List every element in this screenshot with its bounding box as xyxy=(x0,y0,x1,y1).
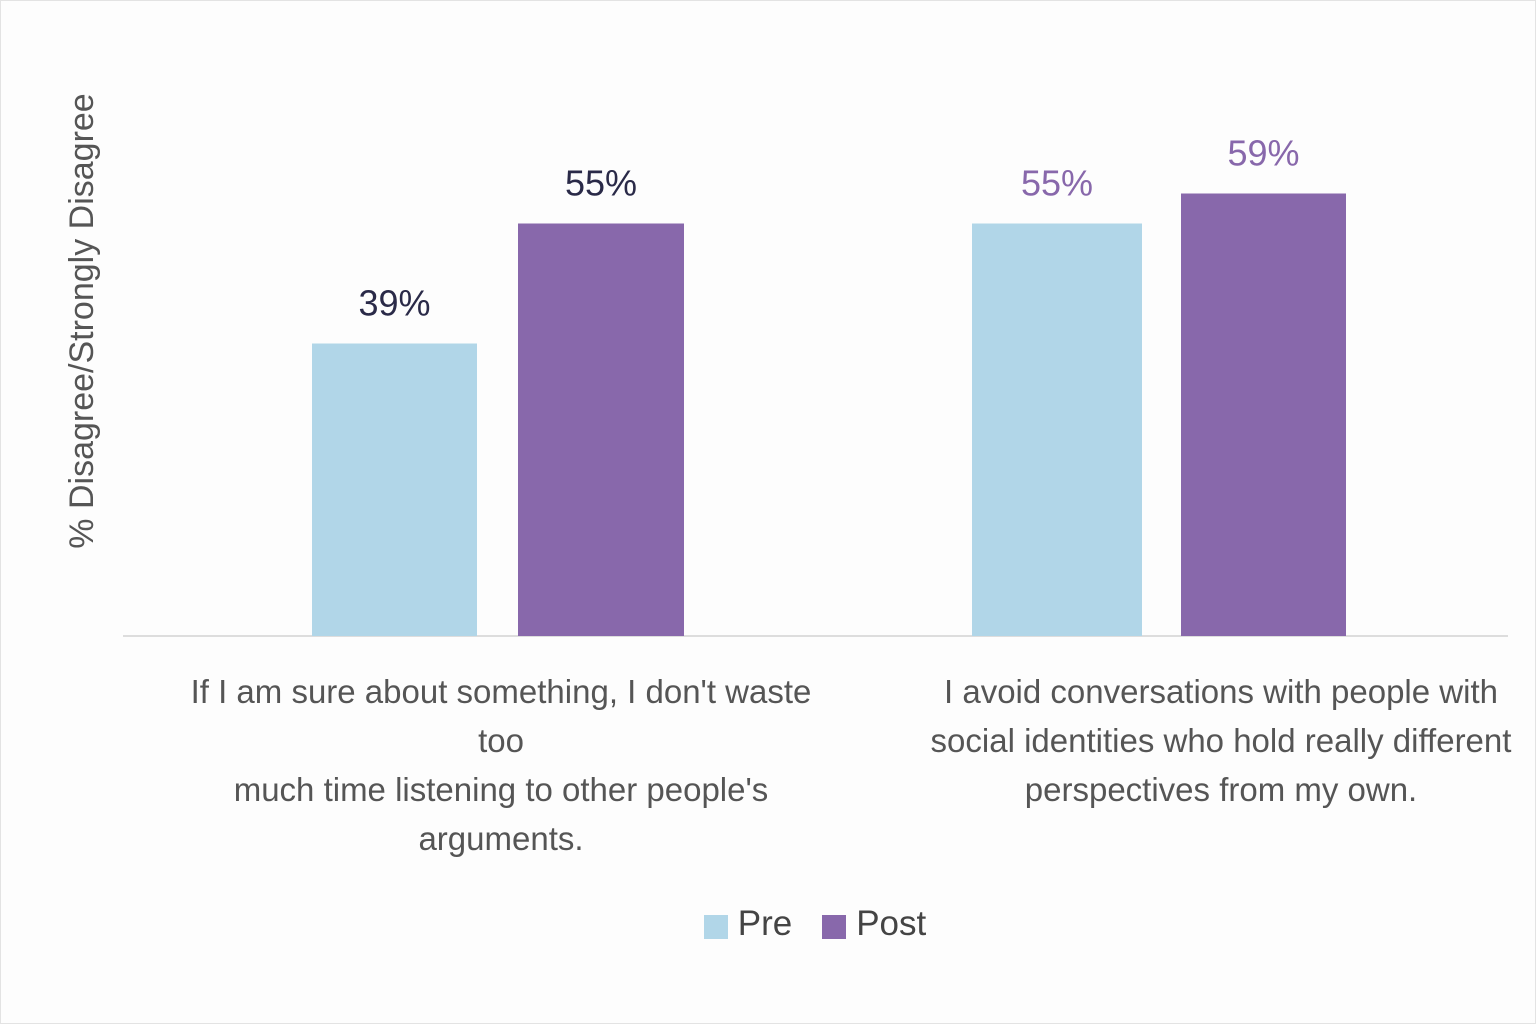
data-label-pre-1: 39% xyxy=(358,283,430,324)
legend-label-pre: Pre xyxy=(737,904,793,943)
data-label-pre-2: 55% xyxy=(1021,163,1093,204)
data-label-group: 39% 55% 55% 59% xyxy=(358,133,1299,324)
category-label-1: If I am sure about something, I don't wa… xyxy=(190,673,812,857)
legend-item-post: Post xyxy=(822,904,926,944)
bar-pre-1 xyxy=(312,343,477,636)
legend-item-pre: Pre xyxy=(703,904,793,944)
bar-post-1 xyxy=(518,223,684,636)
bar-group xyxy=(312,193,1346,636)
legend-swatch-pre xyxy=(703,915,728,939)
data-label-post-2: 59% xyxy=(1227,133,1299,174)
bar-post-2 xyxy=(1181,193,1346,636)
legend-label-post: Post xyxy=(856,904,927,943)
bar-pre-2 xyxy=(972,223,1142,636)
legend: Pre Post xyxy=(1,904,1536,944)
y-axis-label: % Disagree/Strongly Disagree xyxy=(63,93,101,548)
data-label-post-1: 55% xyxy=(565,163,637,204)
legend-swatch-post xyxy=(822,915,847,939)
category-label-2: I avoid conversations with people with s… xyxy=(930,673,1512,808)
